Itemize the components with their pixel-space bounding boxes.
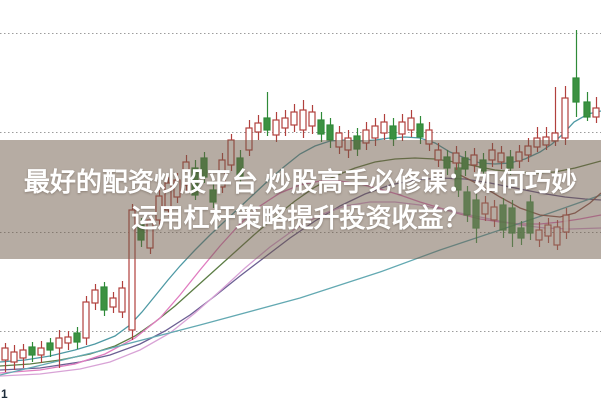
candle xyxy=(64,331,72,350)
candle xyxy=(209,184,217,208)
candle xyxy=(46,338,54,357)
candle xyxy=(227,134,235,171)
ghost-candle xyxy=(508,200,516,247)
candle xyxy=(407,110,415,137)
watermark-fragment: 1 xyxy=(1,387,8,401)
candle xyxy=(191,160,199,200)
candle xyxy=(561,86,569,145)
candle xyxy=(353,128,361,156)
candle xyxy=(128,204,136,340)
candle xyxy=(236,150,244,182)
candle xyxy=(326,118,334,148)
ghost-candle xyxy=(472,194,480,243)
ma-mid-olive xyxy=(0,157,601,367)
ghost-candle xyxy=(535,222,543,247)
ghost-candle xyxy=(553,220,561,250)
ma-mid-slate xyxy=(0,177,601,371)
candle xyxy=(109,292,117,313)
candle xyxy=(10,345,18,370)
candle xyxy=(146,214,154,254)
candle xyxy=(263,92,271,136)
candle xyxy=(272,112,280,142)
candle xyxy=(443,150,451,175)
candle xyxy=(344,130,352,158)
candle xyxy=(592,97,600,123)
candle xyxy=(28,342,36,362)
candle xyxy=(572,30,580,117)
ghost-candle xyxy=(526,195,534,240)
candle xyxy=(254,115,262,140)
candle xyxy=(317,112,325,142)
candle xyxy=(461,151,469,176)
ghost-candle xyxy=(544,218,552,243)
candle xyxy=(362,122,370,150)
candle xyxy=(425,122,433,151)
candle xyxy=(37,341,45,363)
candle xyxy=(281,110,289,136)
ma-fast-teal xyxy=(0,110,601,363)
candle xyxy=(155,190,163,226)
candle xyxy=(335,126,343,154)
candle xyxy=(218,153,226,193)
candle xyxy=(515,145,523,168)
candle xyxy=(389,118,397,146)
candle xyxy=(299,100,307,138)
candle xyxy=(416,116,424,144)
candle xyxy=(533,127,541,152)
candle xyxy=(82,296,90,345)
candle xyxy=(398,114,406,141)
candle xyxy=(290,104,298,132)
candle xyxy=(245,120,253,156)
candle xyxy=(19,344,27,368)
candle xyxy=(164,177,172,216)
candle xyxy=(55,330,63,368)
candle xyxy=(173,173,181,203)
candle xyxy=(308,105,316,134)
candle xyxy=(470,148,478,172)
ghost-candle xyxy=(490,200,498,227)
candle xyxy=(200,152,208,183)
candle xyxy=(100,282,108,316)
candle xyxy=(479,153,487,178)
candle xyxy=(1,343,9,372)
candle xyxy=(371,118,379,146)
candle xyxy=(583,92,591,121)
candle xyxy=(73,327,81,349)
candle xyxy=(182,155,190,192)
candle xyxy=(380,114,388,140)
candle xyxy=(551,87,559,146)
ghost-candle xyxy=(562,208,570,239)
candle xyxy=(137,218,145,247)
candle xyxy=(497,146,505,169)
candle xyxy=(118,281,126,318)
candle xyxy=(91,284,99,310)
